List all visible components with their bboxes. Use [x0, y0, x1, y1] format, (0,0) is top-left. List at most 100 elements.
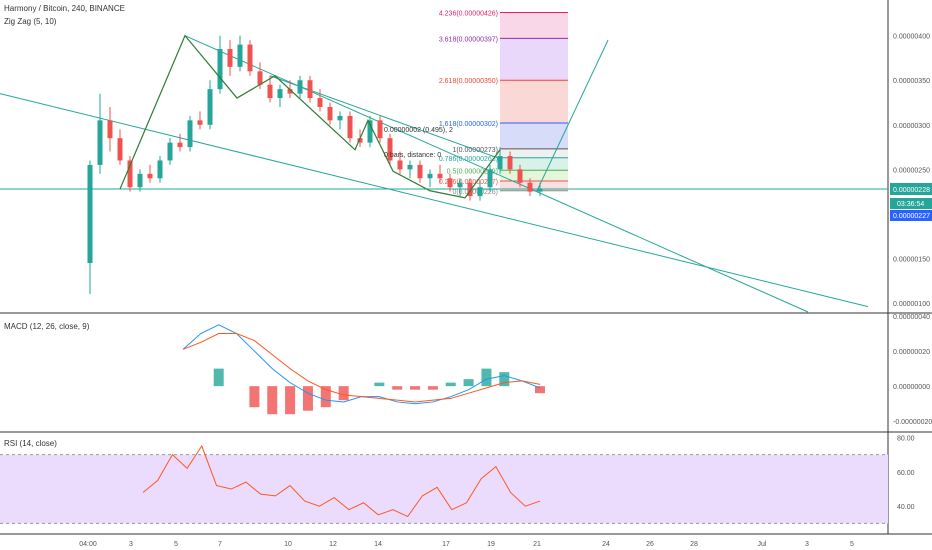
macd-histogram-bar [320, 386, 331, 408]
price-tick-label: 0.00000300 [893, 123, 930, 130]
price-tick-label: 0.00000400 [893, 34, 930, 41]
candle-body [217, 49, 223, 90]
candle-body [427, 173, 433, 179]
price-tick-label: 0.00000350 [893, 78, 930, 85]
candle-body [307, 80, 313, 99]
time-label: 28 [690, 541, 698, 548]
candle-body [457, 182, 463, 188]
candle-body [257, 71, 263, 85]
fib-label: 0.236(0.00000237) [439, 179, 498, 186]
macd-histogram-bar [302, 386, 313, 411]
macd-line [182, 324, 541, 405]
fib-label: 0.786(0.00000263) [439, 156, 498, 163]
rsi-band [0, 454, 888, 524]
price-tick-label: 0.00000150 [893, 257, 930, 264]
candle-body [437, 173, 443, 179]
candle-body [487, 169, 493, 188]
macd-legend: MACD (12, 26, close, 9) [4, 322, 90, 331]
time-label: 5 [174, 541, 178, 548]
secondary-price-badge [890, 209, 932, 221]
candle-body [137, 173, 143, 188]
candle-body [417, 164, 423, 179]
candle-body [387, 138, 393, 161]
candle-body [97, 120, 103, 165]
macd-histogram-bar [499, 372, 510, 387]
candle-body [87, 164, 93, 263]
macd-histogram-bar [249, 386, 260, 408]
time-label: 21 [533, 541, 541, 548]
macd-histogram-bar [285, 386, 296, 415]
projection-line [536, 39, 609, 191]
fib-zone [500, 170, 568, 181]
time-label: 10 [284, 541, 292, 548]
channel-line [269, 75, 501, 160]
fib-zone [500, 148, 568, 158]
candle-body [237, 44, 243, 67]
candle-body [167, 142, 173, 161]
rsi-tick-label: 80.00 [897, 435, 915, 442]
macd-histogram-bar [463, 379, 474, 387]
time-label: 3 [805, 541, 809, 548]
macd-tick-label: 0.00000040 [893, 314, 930, 321]
candle-body [227, 49, 233, 67]
signal-line [182, 333, 541, 403]
time-label: 5 [850, 541, 854, 548]
rsi-tick-label: 40.00 [897, 504, 915, 511]
candle-body [517, 169, 523, 183]
macd-histogram-bar [427, 386, 438, 390]
measure-price-label: 0.00000002 (0.495), 2 [384, 127, 453, 134]
time-label: 24 [602, 541, 610, 548]
candle-body [397, 160, 403, 170]
candle-body [287, 89, 293, 94]
rsi-line [142, 444, 541, 518]
time-label: 19 [487, 541, 495, 548]
candle-body [527, 182, 533, 192]
candle-body [267, 84, 273, 99]
time-label: Jul [758, 541, 767, 548]
measure-bars-label: 0 bars, distance: 0 [384, 152, 441, 159]
candle-body [497, 156, 503, 170]
macd-histogram-bar [374, 382, 385, 387]
candle-body [337, 115, 343, 121]
macd-histogram-bar [338, 386, 349, 401]
fib-label: 1(0.00000273) [452, 147, 498, 154]
candle-body [477, 187, 483, 197]
macd-histogram-bar [267, 386, 278, 415]
time-label: 12 [329, 541, 337, 548]
macd-histogram-bar [445, 382, 456, 387]
fib-zone [500, 80, 568, 124]
fib-label: 2.618(0.00000350) [439, 78, 498, 85]
zigzag-legend: Zig Zag (5, 10) [4, 17, 57, 26]
countdown-badge [890, 197, 932, 209]
time-label: 26 [646, 541, 654, 548]
candle-body [277, 89, 283, 99]
candle-body [127, 160, 133, 188]
candle-body [317, 98, 323, 107]
rsi-legend: RSI (14, close) [4, 439, 57, 448]
time-label: 7 [218, 541, 222, 548]
upper-trendline [184, 35, 809, 313]
candle-body [367, 120, 373, 143]
candle-body [407, 164, 413, 170]
macd-histogram-bar [392, 386, 403, 390]
current-price-badge [890, 182, 932, 195]
time-label: 3 [129, 541, 133, 548]
secondary-price-label: 0.00000227 [893, 213, 930, 220]
candle-body [147, 173, 153, 179]
time-label: 14 [374, 541, 382, 548]
fib-label: 0(0.00000226) [452, 189, 498, 196]
fib-label: 0.5(0.00000249) [447, 168, 498, 175]
fib-label: 3.618(0.00000397) [439, 36, 498, 43]
price-tick-label: 0.00000250 [893, 167, 930, 174]
time-label: 04:00 [79, 541, 97, 548]
zigzag-line [119, 34, 501, 199]
candle-body [247, 44, 253, 72]
candle-body [117, 138, 123, 161]
fib-label: 4.236(0.00000426) [439, 10, 498, 17]
rsi-tick-label: 60.00 [897, 470, 915, 477]
candle-body [157, 160, 163, 179]
macd-tick-label: -0.00000020 [893, 419, 932, 426]
time-label: 17 [442, 541, 450, 548]
candle-body [177, 142, 183, 148]
